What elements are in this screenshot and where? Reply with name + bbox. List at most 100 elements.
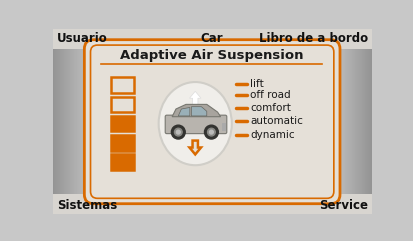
Bar — [340, 49, 341, 194]
Bar — [110, 116, 133, 131]
Bar — [63, 49, 64, 194]
Text: comfort: comfort — [249, 103, 290, 113]
Bar — [368, 49, 369, 194]
Bar — [86, 49, 87, 194]
Bar — [337, 49, 338, 194]
Text: lift: lift — [249, 79, 263, 89]
Bar — [336, 49, 337, 194]
Bar — [75, 49, 76, 194]
Circle shape — [171, 125, 185, 139]
Bar — [68, 49, 69, 194]
Bar — [358, 49, 359, 194]
Bar — [66, 49, 67, 194]
Bar — [345, 49, 346, 194]
Bar — [73, 49, 74, 194]
Bar — [57, 49, 58, 194]
Bar — [352, 49, 353, 194]
Bar — [354, 49, 355, 194]
Bar — [60, 49, 61, 194]
Bar — [80, 49, 81, 194]
Bar — [81, 49, 82, 194]
Bar — [361, 49, 362, 194]
Bar — [64, 49, 65, 194]
Bar — [88, 49, 89, 194]
Bar — [53, 29, 371, 49]
Bar — [334, 49, 335, 194]
Bar — [53, 49, 54, 194]
Bar — [351, 49, 352, 194]
Bar — [79, 49, 80, 194]
Polygon shape — [178, 107, 190, 116]
Circle shape — [174, 128, 182, 136]
Circle shape — [207, 128, 215, 136]
Bar — [67, 49, 68, 194]
Ellipse shape — [158, 82, 231, 165]
Bar — [359, 49, 360, 194]
Bar — [331, 49, 338, 194]
Bar — [366, 49, 367, 194]
Bar — [65, 49, 66, 194]
Bar — [347, 49, 348, 194]
Bar — [357, 49, 358, 194]
Bar — [333, 49, 334, 194]
Bar — [355, 49, 356, 194]
Bar — [70, 49, 71, 194]
Bar — [222, 123, 225, 131]
Bar — [78, 49, 79, 194]
Bar — [110, 77, 133, 93]
Text: automatic: automatic — [249, 116, 302, 126]
Bar — [71, 49, 72, 194]
Bar — [350, 49, 351, 194]
FancyArrow shape — [189, 141, 201, 154]
Bar — [110, 135, 133, 151]
FancyBboxPatch shape — [165, 115, 226, 134]
Bar — [353, 49, 354, 194]
Bar — [62, 49, 63, 194]
Bar — [360, 49, 361, 194]
Bar — [85, 49, 86, 194]
Bar — [85, 49, 93, 194]
Bar — [59, 49, 60, 194]
Text: Libro de a bordo: Libro de a bordo — [258, 33, 367, 46]
Bar — [335, 49, 336, 194]
FancyBboxPatch shape — [84, 40, 339, 204]
Text: off road: off road — [249, 90, 290, 100]
Polygon shape — [191, 107, 206, 116]
Bar — [87, 49, 88, 194]
Bar — [365, 49, 366, 194]
Text: Usuario: Usuario — [57, 33, 107, 46]
Bar — [349, 49, 350, 194]
Bar — [332, 49, 333, 194]
Text: Adaptive Air Suspension: Adaptive Air Suspension — [120, 49, 303, 62]
Bar — [110, 97, 133, 112]
Bar — [61, 49, 62, 194]
Bar — [53, 194, 371, 214]
Polygon shape — [172, 104, 220, 117]
Circle shape — [209, 130, 213, 134]
Bar — [339, 49, 340, 194]
Bar — [74, 49, 75, 194]
Bar — [369, 49, 370, 194]
Bar — [69, 49, 70, 194]
Bar — [90, 49, 91, 194]
Text: Sistemas: Sistemas — [57, 199, 116, 212]
Bar — [364, 49, 365, 194]
Bar — [82, 49, 83, 194]
Text: Car: Car — [200, 33, 223, 46]
Bar — [342, 49, 343, 194]
Bar — [362, 49, 363, 194]
Circle shape — [176, 130, 180, 134]
Bar — [346, 49, 347, 194]
Bar — [343, 49, 344, 194]
Bar — [348, 49, 349, 194]
Bar — [89, 49, 90, 194]
Bar — [72, 49, 73, 194]
Text: Service: Service — [318, 199, 367, 212]
Bar — [56, 49, 57, 194]
Bar — [110, 154, 133, 170]
Bar — [76, 49, 77, 194]
Bar — [54, 49, 55, 194]
Bar — [83, 49, 84, 194]
Bar — [367, 49, 368, 194]
Bar — [370, 49, 371, 194]
